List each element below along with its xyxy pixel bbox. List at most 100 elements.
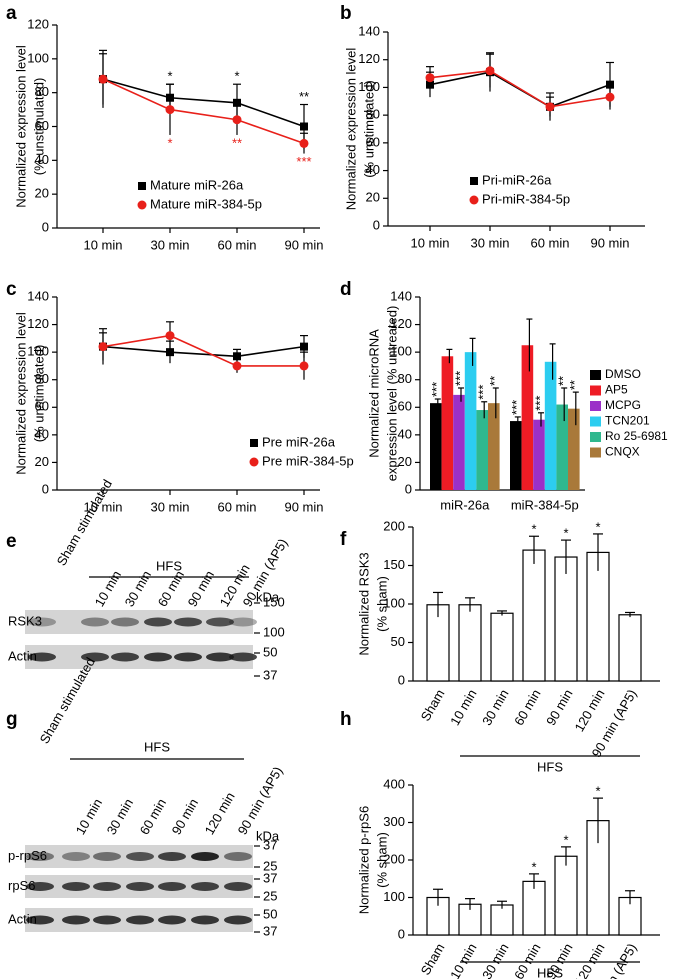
data-point (605, 92, 615, 102)
bar (510, 421, 522, 490)
error-bar (529, 873, 539, 889)
legend-swatch (590, 432, 601, 442)
marker-label: 37 (263, 837, 277, 852)
row-label: Actin (8, 648, 37, 663)
legend-marker (469, 195, 479, 205)
bar (453, 394, 465, 490)
data-point (300, 342, 308, 351)
x-tick-label: 30 min (150, 237, 189, 252)
blot-band (81, 652, 109, 662)
y-tick-label: 60 (398, 399, 412, 414)
lane-label: 30 min (122, 568, 155, 609)
lane-label: 60 min (155, 568, 188, 609)
y-tick-label: 400 (383, 776, 405, 791)
legend-label: Pri-miR-26a (482, 172, 552, 187)
blot-band (229, 652, 257, 662)
blot-band (191, 915, 219, 925)
y-tick-label: 0 (398, 672, 405, 687)
bar (618, 614, 642, 682)
blot-band (224, 882, 252, 891)
error-bar (538, 412, 544, 427)
y-tick-label: 0 (398, 926, 405, 941)
y-tick-label: 80 (35, 371, 49, 386)
series-line (429, 69, 611, 108)
y-tick-label: 120 (27, 16, 49, 31)
bar (488, 403, 500, 490)
lane-label: 120 min (202, 790, 238, 838)
bar (554, 556, 578, 682)
data-point (232, 115, 242, 125)
y-axis-label: expression level (% untreated) (384, 306, 399, 482)
marker-label: 100 (263, 624, 285, 639)
series-line (102, 78, 305, 128)
error-bar (481, 401, 488, 419)
blot-band (28, 617, 56, 627)
blot-band (191, 882, 219, 891)
blot-band (93, 882, 121, 891)
x-tick-label: 60 min (217, 499, 256, 514)
bar (556, 404, 568, 490)
error-bar (514, 416, 521, 426)
y-axis-label: Normalized expression level (13, 45, 28, 208)
y-tick-label: 300 (383, 814, 405, 829)
blot-band (93, 852, 121, 861)
significance: ** (556, 376, 571, 386)
error-bar (433, 888, 443, 906)
legend-label: Mature miR-384-5p (150, 196, 262, 211)
y-tick-label: 20 (366, 190, 380, 205)
panel-label: e (6, 531, 17, 552)
y-tick-label: 120 (27, 316, 49, 331)
row-label: rpS6 (8, 878, 35, 893)
lane-label: 90 min (AP5) (235, 764, 286, 837)
x-tick-label: 30 min (479, 941, 512, 979)
row-label: Actin (8, 911, 37, 926)
y-tick-label: 40 (35, 152, 49, 167)
data-point (233, 98, 241, 107)
bar (522, 880, 546, 936)
y-tick-label: 100 (27, 50, 49, 65)
significance: * (563, 832, 568, 847)
error-bar (433, 591, 443, 618)
error-bar (625, 890, 635, 905)
x-tick-label: 90 min (543, 687, 576, 728)
group-label: HFS (537, 965, 563, 979)
error-bar (526, 318, 533, 372)
y-tick-label: 0 (405, 481, 412, 496)
y-tick-label: 100 (390, 344, 412, 359)
marker-label: 37 (263, 923, 277, 938)
y-axis-label: (% unstimulated) (361, 80, 376, 178)
y-tick-label: 120 (358, 51, 380, 66)
bar (522, 549, 546, 682)
legend-label: Pre miR-384-5p (262, 453, 354, 468)
y-axis-label: Normalized p-rpS6 (356, 806, 371, 914)
data-point (299, 138, 309, 148)
marker-label: 37 (263, 667, 277, 682)
panel-label: d (340, 279, 352, 300)
marker-label: 150 (263, 594, 285, 609)
blot-band (111, 652, 139, 662)
x-tick-label: 30 min (479, 687, 512, 728)
data-point (425, 73, 435, 83)
bar (521, 345, 534, 490)
bar (476, 410, 488, 490)
error-bar (593, 533, 603, 571)
error-bar (469, 337, 476, 366)
blot-band (174, 617, 202, 627)
series-line (102, 334, 304, 367)
x-tick-label: 30 min (150, 499, 189, 514)
lane-label: 90 min (169, 796, 202, 837)
blot-band (158, 852, 186, 861)
significance: ** (232, 135, 242, 150)
y-tick-label: 0 (42, 219, 49, 234)
x-tick-label: 30 min (470, 235, 509, 250)
blot-band (93, 915, 121, 925)
data-point (98, 342, 108, 352)
y-axis-label: Normalized expression level (343, 48, 358, 211)
y-tick-label: 100 (383, 595, 405, 610)
blot-band (224, 852, 252, 861)
y-axis-label: (% unstimulated) (31, 345, 46, 443)
group-label: HFS (144, 739, 170, 754)
panel-label: a (6, 3, 17, 24)
x-tick-label: 10 min (83, 237, 122, 252)
y-tick-label: 60 (35, 118, 49, 133)
